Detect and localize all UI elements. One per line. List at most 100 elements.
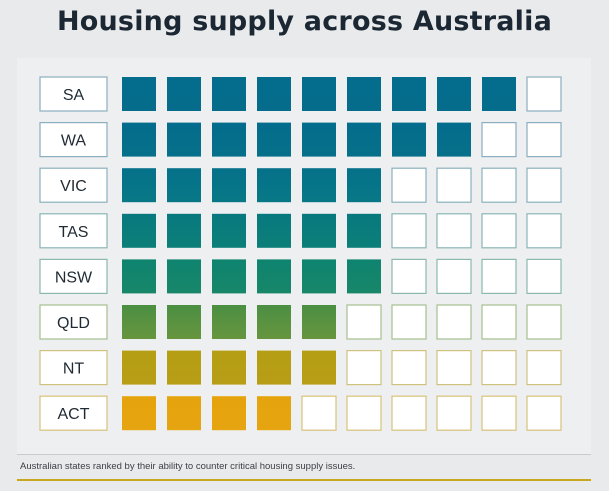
filled-square (212, 305, 246, 339)
filled-square (167, 77, 201, 111)
row-label-qld: QLD (57, 315, 90, 332)
filled-square (167, 350, 201, 385)
filled-square (257, 122, 291, 157)
filled-square (167, 259, 201, 294)
empty-square (346, 304, 382, 340)
row-vic: VIC (39, 167, 562, 203)
filled-square (212, 350, 246, 385)
empty-square (391, 258, 427, 294)
filled-square (167, 168, 201, 203)
row-qld: QLD (39, 304, 562, 340)
empty-square (481, 213, 517, 249)
label-box-nt (39, 350, 108, 386)
filled-square (212, 168, 246, 203)
filled-square (167, 122, 201, 157)
empty-square (391, 304, 427, 340)
empty-square (481, 350, 517, 386)
square-grid-chart: SA WA VIC TAS NSW QLD NT ACT (39, 76, 562, 431)
filled-square (122, 350, 156, 385)
row-label-wa: WA (61, 133, 87, 150)
empty-square (526, 76, 562, 112)
filled-square (302, 305, 336, 339)
empty-square (391, 395, 427, 431)
filled-square (122, 213, 156, 248)
label-box-nsw (39, 258, 108, 294)
row-nsw: NSW (39, 258, 562, 294)
empty-square (526, 258, 562, 294)
accent-rule (17, 479, 591, 481)
empty-square (481, 304, 517, 340)
label-box-tas (39, 213, 108, 249)
filled-square (122, 305, 156, 339)
filled-square (392, 122, 426, 157)
empty-square (526, 213, 562, 249)
empty-square (526, 121, 562, 158)
filled-square (212, 396, 246, 431)
filled-square (302, 259, 336, 294)
row-label-nsw: NSW (55, 269, 93, 286)
row-label-act: ACT (58, 406, 90, 423)
row-tas: TAS (39, 213, 562, 249)
filled-square (257, 259, 291, 294)
filled-square (122, 168, 156, 203)
filled-square (122, 396, 156, 431)
filled-square (392, 77, 426, 111)
filled-square (302, 350, 336, 385)
label-box-qld (39, 304, 108, 340)
empty-square (436, 350, 472, 386)
filled-square (347, 77, 381, 111)
row-act: ACT (39, 395, 562, 431)
empty-square (436, 167, 472, 203)
filled-square (302, 213, 336, 248)
filled-square (122, 77, 156, 111)
row-label-sa: SA (63, 87, 85, 104)
filled-square (212, 213, 246, 248)
filled-square (257, 168, 291, 203)
empty-square (481, 258, 517, 294)
filled-square (212, 259, 246, 294)
filled-square (302, 168, 336, 203)
empty-square (346, 350, 382, 386)
empty-square (481, 395, 517, 431)
empty-square (526, 304, 562, 340)
chart-panel: SA WA VIC TAS NSW QLD NT ACT (17, 58, 591, 454)
label-box-vic (39, 167, 108, 203)
empty-square (391, 213, 427, 249)
empty-square (481, 121, 517, 158)
filled-square (212, 122, 246, 157)
filled-square (347, 168, 381, 203)
filled-square (302, 77, 336, 111)
filled-square (437, 77, 471, 111)
filled-square (167, 213, 201, 248)
filled-square (257, 77, 291, 111)
filled-square (482, 77, 516, 111)
empty-square (481, 167, 517, 203)
empty-square (391, 167, 427, 203)
empty-square (301, 395, 337, 431)
filled-square (122, 122, 156, 157)
empty-square (436, 395, 472, 431)
empty-square (526, 350, 562, 386)
filled-square (257, 396, 291, 431)
empty-square (391, 350, 427, 386)
row-label-nt: NT (63, 361, 85, 378)
filled-square (167, 305, 201, 339)
row-nt: NT (39, 350, 562, 386)
chart-caption: Australian states ranked by their abilit… (20, 461, 356, 472)
caption-divider (17, 454, 591, 455)
label-box-act (39, 395, 108, 431)
label-box-wa (39, 121, 108, 158)
row-wa: WA (39, 121, 562, 158)
empty-square (346, 395, 382, 431)
filled-square (122, 259, 156, 294)
chart-title: Housing supply across Australia (56, 6, 553, 37)
empty-square (436, 213, 472, 249)
filled-square (347, 122, 381, 157)
filled-square (347, 213, 381, 248)
row-label-vic: VIC (60, 178, 87, 195)
label-box-sa (39, 76, 108, 112)
empty-square (526, 395, 562, 431)
filled-square (347, 259, 381, 294)
filled-square (437, 122, 471, 157)
empty-square (526, 167, 562, 203)
